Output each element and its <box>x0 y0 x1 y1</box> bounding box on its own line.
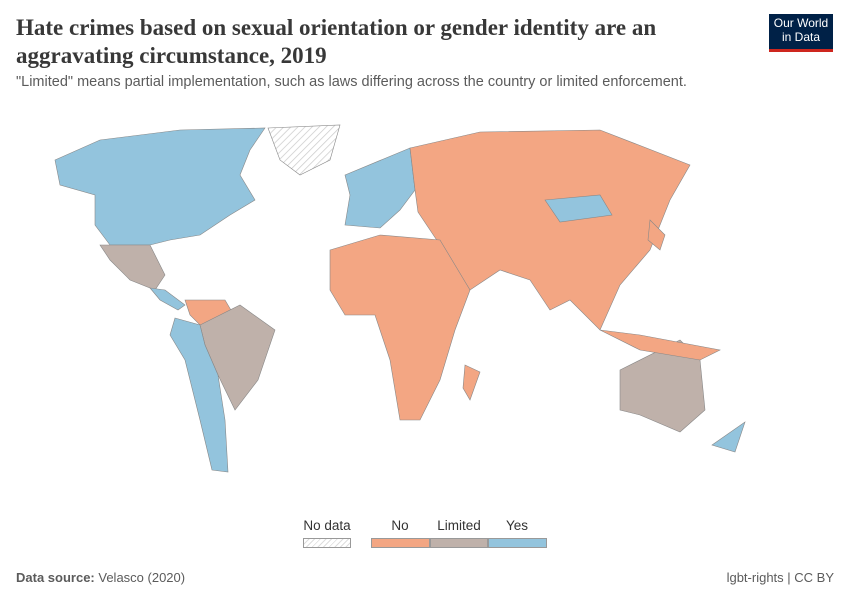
country-region[interactable] <box>54 127 266 246</box>
source-text[interactable]: Velasco (2020) <box>98 570 186 585</box>
legend-swatch-yes[interactable] <box>488 538 547 548</box>
country-region[interactable] <box>544 194 613 223</box>
license[interactable]: lgbt-rights | CC BY <box>726 570 834 585</box>
legend-swatch-limited[interactable] <box>430 538 488 548</box>
legend-label-limited: Limited <box>437 518 481 533</box>
legend-swatch-no[interactable] <box>371 538 430 548</box>
source-label: Data source: <box>16 570 95 585</box>
country-region[interactable] <box>409 129 691 331</box>
country-region[interactable] <box>267 124 341 176</box>
country-region[interactable] <box>711 421 746 453</box>
country-region[interactable] <box>329 234 471 421</box>
country-region[interactable] <box>462 364 481 401</box>
legend-label-yes: Yes <box>505 518 529 533</box>
country-region[interactable] <box>149 287 186 311</box>
country-region[interactable] <box>344 147 416 229</box>
legend: No data No Limited Yes <box>0 518 850 558</box>
legend-swatch-no-data[interactable] <box>303 538 351 548</box>
legend-label-no-data: No data <box>303 518 351 533</box>
country-region[interactable] <box>599 329 721 361</box>
data-source: Data source: Velasco (2020) <box>16 570 185 585</box>
chart-title: Hate crimes based on sexual orientation … <box>16 15 657 68</box>
chart-subtitle: "Limited" means partial implementation, … <box>16 74 687 90</box>
country-region[interactable] <box>99 244 166 291</box>
country-region[interactable] <box>169 317 229 473</box>
world-map <box>54 124 746 473</box>
legend-label-no: No <box>391 518 409 533</box>
owid-logo[interactable]: Our World in Data <box>769 14 833 52</box>
country-region[interactable] <box>647 219 666 251</box>
